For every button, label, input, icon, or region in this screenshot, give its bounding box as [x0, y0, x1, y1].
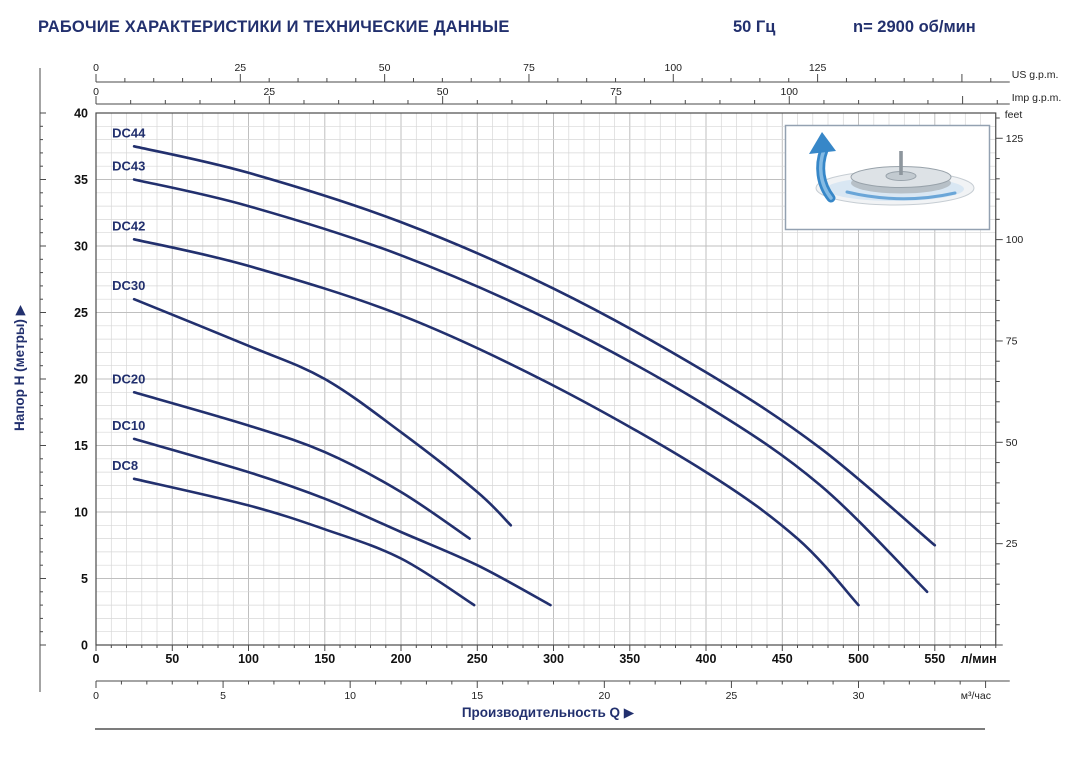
lmin-tick-label: 350 [619, 652, 640, 666]
flow-arrow-head [809, 132, 836, 154]
meters-tick-label: 20 [74, 373, 88, 387]
us-gpm-tick-label: 125 [809, 62, 827, 74]
us-gpm-tick-label: 50 [379, 62, 391, 74]
lmin-tick-label: 400 [696, 652, 717, 666]
curve-DC44 [132, 145, 937, 547]
lmin-tick-label: 0 [93, 652, 100, 666]
meters-tick-label: 10 [74, 506, 88, 520]
frequency-label: 50 Гц [733, 18, 776, 36]
imp-gpm-tick-label: 75 [610, 86, 622, 98]
m3h-tick-label: 0 [93, 690, 99, 702]
lmin-tick-label: 50 [165, 652, 179, 666]
lmin-tick-label: 200 [391, 652, 412, 666]
meters-tick-label: 30 [74, 240, 88, 254]
m3h-tick-label: 20 [598, 690, 610, 702]
lmin-tick-label: 150 [314, 652, 335, 666]
lmin-tick-label: 450 [772, 652, 793, 666]
impeller-shaft [899, 151, 903, 175]
curve-label-DC42: DC42 [112, 218, 145, 233]
imp-gpm-tick-label: 25 [263, 86, 275, 98]
axis-lmin: 0 50 100 150 200 250 300 350 400 450 500 550 л/мин [93, 645, 997, 666]
curve-label-DC8: DC8 [112, 458, 138, 473]
meters-tick-label: 25 [74, 306, 88, 320]
plot-border [95, 112, 997, 646]
lmin-tick-label: 550 [924, 652, 945, 666]
curve-DC42 [132, 238, 860, 607]
curve-DC43 [132, 178, 929, 594]
meters-tick-label: 35 [74, 173, 88, 187]
feet-tick-label: 75 [1006, 335, 1018, 347]
flow-arrow-core [818, 148, 833, 200]
imp-gpm-unit: Imp g.p.m. [1012, 92, 1062, 104]
axis-us-gpm: 0 25 50 75 100 125 US g.p.m. [93, 62, 1059, 83]
imp-gpm-tick-label: 100 [781, 86, 799, 98]
page-title: РАБОЧИЕ ХАРАКТЕРИСТИКИ И ТЕХНИЧЕСКИЕ ДАН… [38, 18, 510, 36]
lmin-tick-label: 500 [848, 652, 869, 666]
us-gpm-tick-label: 25 [234, 62, 246, 74]
curve-DC20 [132, 391, 471, 540]
feet-unit: feet [1005, 109, 1023, 121]
curve-label-DC43: DC43 [112, 159, 145, 174]
lmin-unit: л/мин [961, 652, 997, 666]
axis-m3h: 0 5 10 15 20 25 30 м³/час [93, 680, 1010, 702]
curve-DC30 [132, 297, 513, 527]
m3h-tick-label: 15 [471, 690, 483, 702]
meters-tick-label: 0 [81, 639, 88, 653]
us-gpm-tick-label: 0 [93, 62, 99, 74]
axis-imp-gpm: 0 25 50 75 100 Imp g.p.m. [93, 86, 1062, 105]
pump-inset-illustration [784, 124, 991, 231]
m3h-tick-label: 30 [853, 690, 865, 702]
feet-tick-label: 100 [1006, 234, 1024, 246]
us-gpm-tick-label: 100 [665, 62, 683, 74]
meters-tick-label: 15 [74, 439, 88, 453]
imp-gpm-tick-label: 50 [437, 86, 449, 98]
y-axis-title: Напор H (метры) ▶ [12, 304, 27, 431]
axis-meters: 0 5 10 15 20 25 30 35 40 Напор H (метры) ▶ [12, 68, 88, 692]
m3h-unit: м³/час [961, 690, 991, 702]
us-gpm-tick-label: 75 [523, 62, 535, 74]
curve-DC8 [132, 477, 476, 607]
lmin-tick-label: 300 [543, 652, 564, 666]
x-axis-title: Производительность Q ▶ [462, 705, 635, 720]
feet-tick-label: 25 [1006, 538, 1018, 550]
m3h-tick-label: 25 [726, 690, 738, 702]
us-gpm-unit: US g.p.m. [1012, 69, 1059, 81]
speed-label: n= 2900 об/мин [853, 18, 976, 36]
curve-label-DC20: DC20 [112, 371, 145, 386]
curve-DC10 [132, 437, 552, 607]
axis-feet: 25 50 75 100 125 feet [995, 109, 1024, 646]
curve-label-DC44: DC44 [112, 125, 146, 140]
imp-gpm-tick-label: 0 [93, 86, 99, 98]
curve-label-DC30: DC30 [112, 278, 145, 293]
feet-tick-label: 125 [1006, 133, 1024, 145]
feet-tick-label: 50 [1006, 437, 1018, 449]
meters-tick-label: 40 [74, 107, 88, 121]
m3h-tick-label: 10 [344, 690, 356, 702]
meters-tick-label: 5 [81, 572, 88, 586]
curves [132, 145, 937, 607]
lmin-tick-label: 100 [238, 652, 259, 666]
m3h-tick-label: 5 [220, 690, 226, 702]
lmin-tick-label: 250 [467, 652, 488, 666]
water-swirl [845, 190, 957, 201]
curve-label-DC10: DC10 [112, 418, 145, 433]
